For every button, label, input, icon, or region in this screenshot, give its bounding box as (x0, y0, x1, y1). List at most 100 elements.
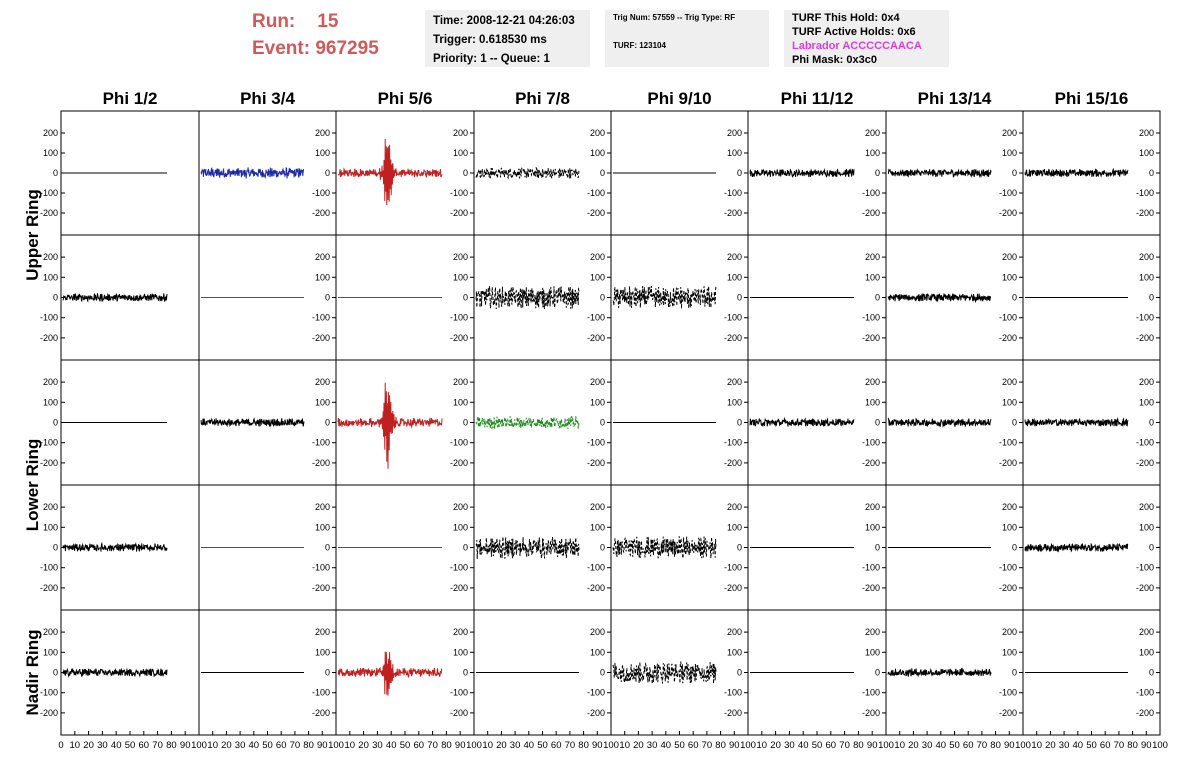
y-tick-label: 0 (737, 543, 742, 553)
y-tick-label: 100 (43, 148, 58, 158)
x-tick-label: 10 (1031, 740, 1042, 751)
column-header: Phi 5/6 (378, 89, 433, 108)
y-tick-label: -100 (724, 563, 742, 573)
y-tick-label: -100 (862, 438, 880, 448)
y-tick-label: 100 (590, 522, 605, 532)
y-tick-label: -200 (724, 583, 742, 593)
y-tick-label: 0 (53, 293, 58, 303)
y-tick-label: -100 (587, 438, 605, 448)
priority-text: Priority: 1 -- Queue: 1 (433, 53, 550, 65)
y-tick-label: 200 (865, 128, 880, 138)
y-tick-label: -200 (587, 208, 605, 218)
column-header: Phi 9/10 (647, 89, 711, 108)
y-tick-label: 0 (1149, 168, 1154, 178)
y-tick-label: 200 (590, 128, 605, 138)
x-tick-label: 30 (784, 740, 795, 751)
waveform-trace (200, 167, 305, 180)
x-tick-label: 90 (729, 740, 740, 751)
x-tick-label: 40 (524, 740, 535, 751)
y-tick-label: -200 (862, 458, 880, 468)
x-tick-label: 70 (839, 740, 850, 751)
x-tick-label: 60 (414, 740, 425, 751)
y-tick-label: 100 (453, 148, 468, 158)
x-tick-label: 20 (908, 740, 919, 751)
x-tick-label: 60 (551, 740, 562, 751)
x-tick-label: 10 (345, 740, 356, 751)
x-tick-label: 30 (647, 740, 658, 751)
y-tick-label: -200 (862, 583, 880, 593)
y-tick-label: 200 (865, 502, 880, 512)
x-tick-label: 40 (1073, 740, 1084, 751)
y-tick-label: 200 (315, 627, 330, 637)
y-tick-label: 0 (463, 668, 468, 678)
y-tick-label: 0 (463, 418, 468, 428)
y-tick-label: 0 (737, 168, 742, 178)
y-tick-label: -100 (312, 313, 330, 323)
y-tick-label: 200 (1002, 627, 1017, 637)
y-tick-label: 200 (590, 502, 605, 512)
column-header: Phi 11/12 (781, 89, 854, 108)
x-tick-label: 70 (290, 740, 301, 751)
labrador-text: Labrador ACCCCCAACA (792, 40, 922, 52)
y-tick-label: 100 (590, 397, 605, 407)
waveform-trace (62, 541, 168, 552)
active-holds-text: TURF Active Holds: 0x6 (792, 26, 916, 38)
run-line: Run: 15 (252, 8, 422, 35)
y-tick-label: 200 (1002, 502, 1017, 512)
y-tick-label: 0 (600, 668, 605, 678)
waveform-trace (62, 292, 168, 303)
y-tick-label: -200 (450, 208, 468, 218)
waveform-trace (749, 416, 855, 428)
y-tick-label: 100 (590, 272, 605, 282)
x-tick-label: 90 (1004, 740, 1015, 751)
waveform-trace (475, 166, 580, 180)
y-tick-label: 0 (1149, 418, 1154, 428)
y-tick-label: -100 (999, 688, 1017, 698)
x-tick-label: 50 (1086, 740, 1097, 751)
y-tick-label: 100 (453, 522, 468, 532)
y-tick-label: 100 (43, 272, 58, 282)
y-tick-label: 200 (865, 252, 880, 262)
column-header: Phi 15/16 (1055, 89, 1129, 108)
event-label: Event: (252, 38, 311, 59)
y-tick-label: 200 (727, 502, 742, 512)
y-tick-label: 100 (1002, 272, 1017, 282)
x-tick-label: 80 (990, 740, 1001, 751)
y-tick-label: 0 (875, 168, 880, 178)
x-tick-label: 40 (936, 740, 947, 751)
y-tick-label: -100 (999, 563, 1017, 573)
y-tick-label: 100 (315, 522, 330, 532)
y-tick-label: 0 (875, 418, 880, 428)
y-tick-label: 0 (325, 168, 330, 178)
y-tick-label: 200 (1002, 377, 1017, 387)
x-tick-label: 20 (633, 740, 644, 751)
y-tick-label: 100 (1139, 272, 1154, 282)
y-tick-label: 0 (325, 293, 330, 303)
x-tick-label: 90 (317, 740, 328, 751)
x-tick-label: 90 (455, 740, 466, 751)
x-tick-label: 80 (1127, 740, 1138, 751)
row-group-label: Nadir Ring (23, 630, 42, 716)
x-tick-label: 30 (372, 740, 383, 751)
x-tick-label: 30 (510, 740, 521, 751)
column-header: Phi 1/2 (103, 89, 158, 108)
time-text: Time: 2008-12-21 04:26:03 (433, 15, 575, 27)
x-tick-label: 100 (740, 740, 756, 751)
waveform-trace (887, 292, 992, 304)
y-tick-label: 200 (315, 252, 330, 262)
y-tick-label: -200 (312, 708, 330, 718)
x-tick-label: 50 (949, 740, 960, 751)
y-tick-label: -100 (312, 188, 330, 198)
y-tick-label: -200 (999, 333, 1017, 343)
y-tick-label: -100 (862, 188, 880, 198)
x-tick-label: 40 (386, 740, 397, 751)
y-tick-label: 200 (43, 502, 58, 512)
trig-text: Trig Num: 57559 -- Trig Type: RF (613, 13, 736, 22)
waveform-trace (1024, 542, 1129, 553)
y-tick-label: 0 (463, 293, 468, 303)
x-tick-label: 10 (70, 740, 81, 751)
y-tick-label: 200 (590, 252, 605, 262)
y-tick-label: 100 (865, 397, 880, 407)
y-tick-label: 0 (600, 168, 605, 178)
